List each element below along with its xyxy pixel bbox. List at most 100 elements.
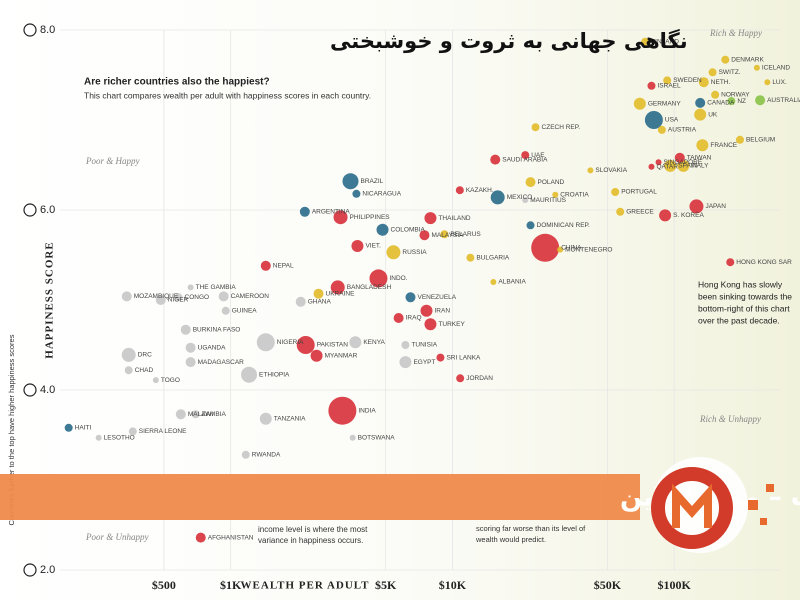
data-point — [333, 210, 348, 225]
point-label: SPAIN — [678, 163, 697, 170]
data-point — [525, 177, 536, 188]
point-label: CAMEROON — [231, 293, 270, 300]
data-point — [611, 188, 620, 196]
data-point — [755, 95, 766, 106]
point-label: BANGLADESH — [347, 284, 392, 291]
point-label: THAILAND — [438, 215, 470, 222]
point-label: GHANA — [308, 299, 332, 306]
data-point — [121, 291, 132, 302]
logo-m — [672, 483, 712, 528]
point-label: ISRAEL — [657, 83, 681, 90]
x-tick-label: $1K — [220, 578, 242, 592]
point-label: MALAYSIA — [431, 232, 464, 239]
annotation-line: income level is where the most — [258, 525, 368, 534]
point-label: PAKISTAN — [317, 342, 348, 349]
data-point — [175, 409, 186, 420]
quadrant-label: Rich & Happy — [709, 28, 762, 38]
data-point — [531, 233, 560, 262]
quadrant-label: Poor & Happy — [85, 156, 140, 166]
point-label: ARGENTINA — [312, 209, 351, 216]
data-point — [351, 240, 364, 252]
data-point — [694, 108, 707, 121]
y-side-note: Countries further to the top have higher… — [7, 334, 16, 525]
chart-title: نگاهی جهانی به ثروت و خوشبختی — [330, 28, 688, 53]
annotation: Hong Kong has slowly been sinking towards… — [698, 279, 792, 325]
point-label: CANADA — [707, 100, 735, 107]
data-point — [424, 212, 437, 225]
data-point — [174, 293, 183, 302]
data-point — [419, 230, 430, 241]
data-point — [522, 197, 529, 204]
data-point — [526, 221, 535, 230]
point-label: ICELAND — [762, 65, 790, 72]
point-label: FINLAND — [651, 38, 679, 45]
data-point — [399, 356, 412, 369]
data-point — [698, 77, 709, 88]
point-label: MYANMAR — [325, 353, 358, 360]
data-point — [330, 280, 345, 295]
point-label: LESOTHO — [104, 434, 135, 441]
data-point — [663, 76, 672, 85]
data-point — [616, 207, 625, 216]
data-point — [557, 246, 564, 253]
annotation: scoring far worse than its level of wealt… — [475, 524, 586, 544]
point-label: MONTENEGRO — [565, 246, 612, 253]
data-point — [124, 366, 133, 375]
point-label: TAIWAN — [687, 155, 712, 162]
point-label: CZECH REP. — [542, 124, 581, 131]
point-label: GUINEA — [232, 308, 258, 315]
data-point — [490, 190, 505, 205]
point-label: SWEDEN — [673, 77, 702, 84]
data-point — [349, 336, 362, 349]
point-label: GERMANY — [648, 101, 682, 108]
point-label: BURKINA FASO — [193, 326, 241, 333]
point-label: SINGAPORE — [664, 159, 703, 166]
point-label: CROATIA — [560, 191, 589, 198]
data-point — [659, 209, 672, 222]
point-label: COLOMBIA — [391, 227, 426, 234]
data-point — [531, 123, 540, 132]
data-point — [342, 173, 359, 190]
point-label: FRANCE — [710, 142, 737, 149]
point-label: JORDAN — [466, 375, 493, 382]
face-icon — [23, 23, 37, 37]
data-point — [180, 324, 191, 335]
data-point — [241, 366, 258, 383]
point-label: UKRAINE — [326, 290, 356, 297]
point-label: DOMINICAN REP. — [537, 222, 591, 229]
annotation-line: been sinking towards the — [698, 291, 792, 301]
point-label: AFGHANISTAN — [208, 534, 254, 541]
point-label: IRAN — [434, 308, 450, 315]
data-point — [185, 357, 196, 368]
point-label: UGANDA — [198, 344, 226, 351]
y-tick-label: 8.0 — [40, 24, 55, 36]
point-label: NZ — [737, 98, 746, 105]
face-icon — [23, 563, 37, 577]
data-point — [299, 206, 310, 217]
point-label: VENEZUELA — [417, 294, 456, 301]
point-label: MADAGASCAR — [198, 359, 245, 366]
point-label: TURKEY — [438, 321, 465, 328]
point-label: NORWAY — [721, 92, 750, 99]
data-point — [677, 159, 690, 172]
data-point — [764, 79, 771, 86]
face-icon — [23, 203, 37, 217]
point-label: MALAWI — [188, 411, 214, 418]
point-label: BOTSWANA — [358, 434, 396, 441]
quadrant-label: Rich & Unhappy — [699, 414, 761, 424]
data-point — [187, 284, 194, 291]
data-point — [376, 223, 389, 236]
data-point — [721, 55, 730, 64]
data-point — [352, 189, 361, 198]
data-point — [369, 269, 388, 288]
data-point — [405, 292, 416, 303]
data-point — [735, 135, 744, 144]
annotation-line: bottom-right of this chart — [698, 303, 790, 313]
data-point — [490, 154, 501, 165]
point-label: MEXICO — [507, 194, 533, 201]
point-label: PHILIPPINES — [350, 214, 391, 221]
quadrant-label: Poor & Unhappy — [85, 532, 149, 542]
point-label: ZAMBIA — [202, 411, 227, 418]
data-point — [64, 423, 73, 432]
data-point — [552, 191, 559, 198]
